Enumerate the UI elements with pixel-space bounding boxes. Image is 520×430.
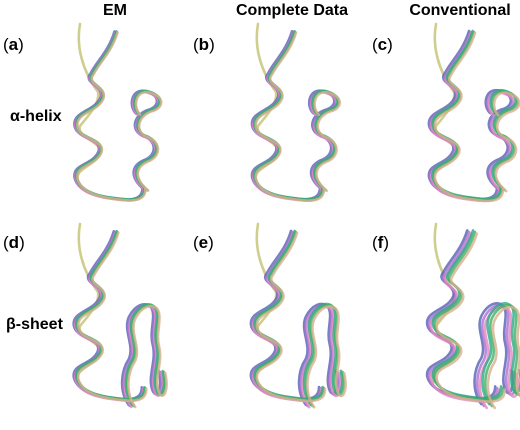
structure-panel-a [73,22,163,202]
backbone-trace [433,31,505,203]
column-header-conventional: Conventional [409,2,511,19]
panel-label-c: (c) [372,35,393,54]
backbone-trace [313,90,341,193]
backbone-trace [435,232,507,403]
row-label-alpha-helix: α-helix [10,108,62,125]
backbone-trace [486,305,520,410]
backbone-trace [492,91,520,193]
column-header-complete-data: Complete Data [235,2,349,19]
column-header-em: EM [103,2,127,19]
row-label-beta-sheet: β-sheet [6,316,63,333]
backbone-trace [306,305,347,409]
backbone-trace [76,31,147,202]
panel-label-e: (e) [193,233,214,252]
panel-label-f: (f) [372,233,390,252]
panel-label-b: (b) [193,35,215,54]
structure-panel-e [249,222,347,409]
backbone-trace [254,31,326,202]
backbone-trace [76,231,148,403]
structure-panel-c [427,22,520,203]
panel-label-a: (a) [3,35,24,54]
backbone-trace [255,231,327,403]
structure-panel-f [425,222,520,410]
structure-panel-d [72,222,168,409]
backbone-trace [127,304,168,409]
structure-panel-b [250,22,341,202]
backbone-trace [134,90,163,192]
panel-label-d: (d) [3,233,25,252]
